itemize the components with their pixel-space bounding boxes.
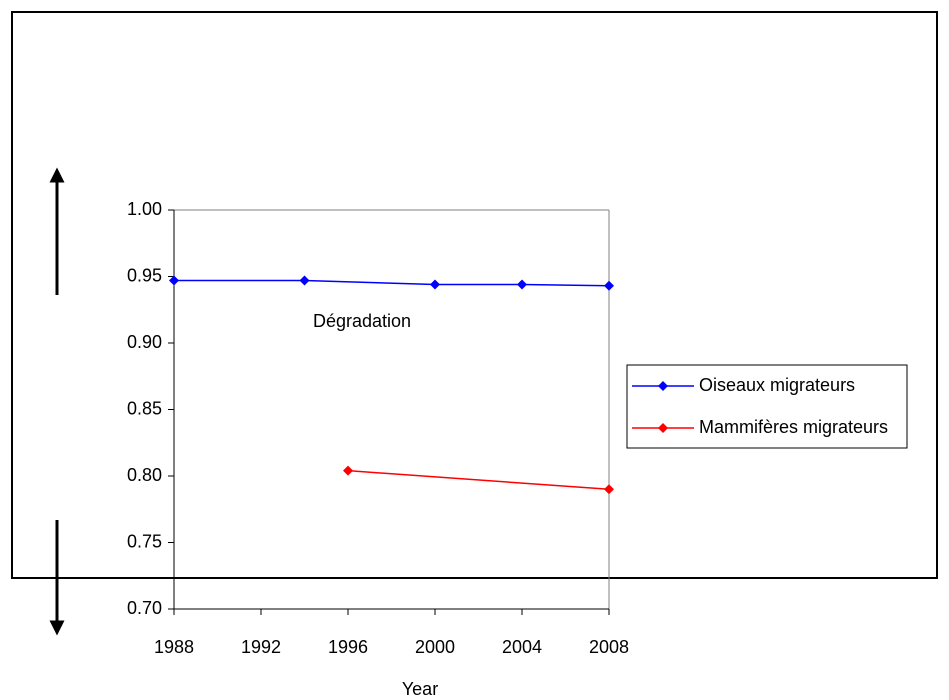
x-tick-label: 2004 [502,637,542,657]
data-point [517,279,527,290]
x-tick-label: 1996 [328,637,368,657]
annotation: Dégradation [313,311,411,331]
legend [626,364,908,449]
data-point [299,275,310,286]
legend-label: Mammifères migrateurs [699,417,888,437]
series-line [347,469,610,491]
data-point [604,484,614,495]
y-tick-label: 0.95 [127,265,162,285]
legend-marker [658,381,668,391]
y-tick-label: 0.70 [127,598,162,618]
x-tick-label: 1992 [241,637,281,657]
y-tick-label: 0.85 [127,398,162,418]
legend-marker [658,423,668,433]
y-tick-label: 0.90 [127,332,162,352]
data-point [343,465,353,476]
series-line [174,279,610,287]
frame [11,11,938,579]
x-tick-label: 1988 [154,637,194,657]
y-tick-label: 0.75 [127,531,162,551]
data-point [604,280,614,291]
data-point [430,279,440,290]
y-tick-label: 0.80 [127,465,162,485]
y-tick-label: 1.00 [127,199,162,219]
x-tick-label: 2008 [589,637,629,657]
data-point [169,275,179,286]
x-axis-title: Year [402,679,438,699]
x-tick-label: 2000 [415,637,455,657]
legend-label: Oiseaux migrateurs [699,375,855,395]
